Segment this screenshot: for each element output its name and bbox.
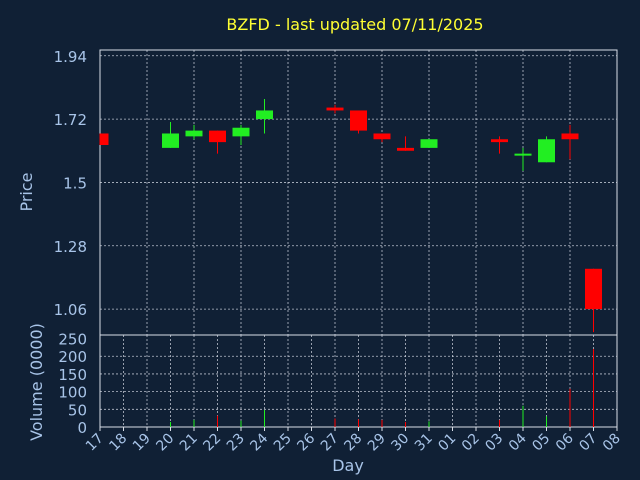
price-frame (99, 49, 618, 336)
candle-body (561, 133, 579, 140)
x-tick-label: 28 (341, 431, 365, 455)
candle-body (256, 110, 273, 120)
x-axis-ticks: 17 18 19 20 21 22 23 24 25 26 27 28 29 30 31 01 02 03 04 05… (83, 427, 624, 454)
x-tick-label: 07 (576, 431, 600, 455)
x-tick-label: 26 (294, 430, 318, 454)
candle-body (185, 130, 203, 137)
price-y-ticks: 1.94 1.72 1.5 1.28 1.06 (54, 48, 87, 319)
x-tick-label: 03 (482, 431, 506, 455)
x-tick-label: 24 (247, 430, 271, 454)
volume-tick-label: 200 (58, 348, 87, 366)
candle-body (326, 107, 344, 111)
x-tick-label: 27 (318, 431, 342, 455)
candle-body (373, 133, 391, 140)
volume-tick-label: 100 (58, 384, 87, 402)
x-tick-label: 06 (553, 430, 577, 454)
price-grid (100, 50, 618, 335)
x-tick-label: 29 (365, 431, 389, 455)
candle-body (538, 139, 555, 163)
volume-tick-label: 250 (58, 331, 87, 349)
candle-body (162, 133, 179, 148)
price-tick-label: 1.94 (54, 48, 87, 66)
volume-grid (100, 335, 618, 427)
x-tick-label: 18 (106, 431, 130, 455)
candle-body (585, 268, 602, 310)
candle-body (232, 127, 250, 137)
x-tick-label: 01 (435, 431, 459, 455)
x-tick-label: 25 (271, 431, 295, 455)
x-tick-label: 05 (529, 431, 553, 455)
x-tick-label: 30 (388, 431, 412, 455)
x-tick-label: 08 (600, 431, 624, 455)
volume-tick-label: 150 (58, 366, 87, 384)
x-tick-label: 04 (506, 430, 530, 454)
x-tick-label: 22 (200, 431, 224, 455)
x-tick-label: 21 (177, 431, 201, 455)
volume-tick-label: 0 (77, 419, 87, 437)
candle-body (514, 153, 532, 156)
x-tick-label: 31 (412, 431, 436, 455)
chart-title: BZFD - last updated 07/11/2025 (226, 15, 483, 34)
candle-body (209, 130, 226, 143)
price-tick-label: 1.06 (54, 301, 87, 319)
volume-tick-label: 50 (68, 401, 87, 419)
candle-body (491, 139, 508, 143)
price-panel: 1.94 1.72 1.5 1.28 1.06 (54, 48, 618, 336)
candle-body (350, 110, 367, 131)
x-tick-label: 23 (224, 431, 248, 455)
volume-axis-label: Volume (0000) (27, 323, 46, 441)
price-tick-label: 1.28 (54, 238, 87, 256)
candle-body (100, 133, 109, 145)
x-tick-label: 20 (153, 431, 177, 455)
candle-body (397, 147, 414, 151)
x-tick-label: 19 (130, 431, 154, 455)
candle-body (420, 139, 438, 148)
volume-bars (170, 349, 594, 427)
price-tick-label: 1.72 (54, 111, 87, 129)
price-tick-label: 1.5 (63, 174, 87, 192)
x-axis-label: Day (332, 456, 364, 475)
price-candles (99, 98, 602, 333)
x-tick-label: 02 (459, 431, 483, 455)
price-axis-label: Price (17, 172, 36, 211)
